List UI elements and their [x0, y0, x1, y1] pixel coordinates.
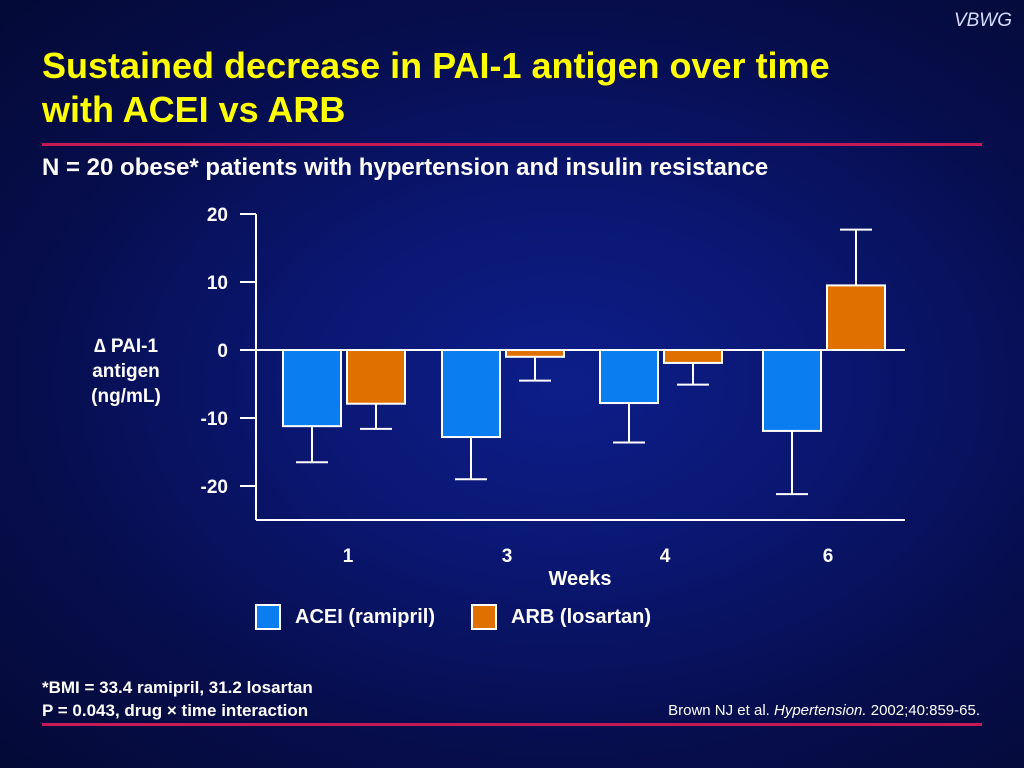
legend-swatch-acei: [255, 604, 281, 630]
brand-logo-text: VBWG: [953, 10, 1012, 31]
footnote-bmi: *BMI = 33.4 ramipril, 31.2 losartan: [42, 678, 313, 697]
slide-subtitle: N = 20 obese* patients with hypertension…: [42, 154, 769, 181]
title-divider: [42, 143, 982, 146]
y-tick-label: -20: [201, 477, 228, 498]
x-tick-label: 1: [343, 546, 354, 567]
footnotes: *BMI = 33.4 ramipril, 31.2 losartan P = …: [42, 676, 313, 722]
bar-acei-week-4: [599, 349, 659, 405]
citation: Brown NJ et al. Hypertension. 2002;40:85…: [668, 702, 980, 719]
legend-item-arb: ARB (losartan): [471, 604, 651, 630]
x-tick-label: 4: [660, 546, 671, 567]
legend-item-acei: ACEI (ramipril): [255, 604, 435, 630]
bar-acei-week-3: [441, 349, 501, 439]
title-line-2: with ACEI vs ARB: [42, 89, 346, 130]
bar-arb-week-1: [346, 349, 406, 405]
y-tick-label: -10: [201, 409, 228, 430]
bar-acei-week-6: [762, 349, 822, 432]
y-axis-label: ∆ PAI-1 antigen (ng/mL): [66, 334, 186, 409]
citation-authors: Brown NJ et al.: [668, 702, 770, 719]
title-line-1: Sustained decrease in PAI-1 antigen over…: [42, 45, 830, 86]
y-axis-label-line-2: antigen: [92, 361, 160, 382]
y-tick-label: 10: [207, 273, 228, 294]
y-tick-label: 20: [207, 205, 228, 226]
citation-details: 2002;40:859-65.: [870, 702, 980, 719]
y-axis-label-line-3: (ng/mL): [91, 386, 161, 407]
legend-label-acei: ACEI (ramipril): [295, 605, 436, 628]
footnote-p-value: P = 0.043, drug × time interaction: [42, 701, 309, 720]
bar-arb-week-4: [663, 349, 723, 364]
x-tick-label: 6: [823, 546, 834, 567]
chart-bars: [282, 228, 886, 496]
x-tick-label: 3: [502, 546, 513, 567]
legend-label-arb: ARB (losartan): [511, 605, 652, 628]
y-tick-label: 0: [217, 341, 228, 362]
y-axis-label-line-1: ∆ PAI-1: [93, 336, 159, 357]
citation-journal: Hypertension.: [774, 702, 867, 719]
chart-legend: ACEI (ramipril) ARB (losartan): [255, 602, 687, 632]
x-axis-label: Weeks: [548, 568, 611, 590]
x-tick-labels: 1 3 4 6: [343, 546, 834, 567]
slide-title: Sustained decrease in PAI-1 antigen over…: [42, 44, 982, 132]
bar-acei-week-1: [282, 349, 342, 428]
bar-arb-week-6: [826, 284, 886, 351]
bar-arb-week-3: [505, 349, 565, 358]
footer-divider: [42, 723, 982, 726]
legend-swatch-arb: [471, 604, 498, 630]
